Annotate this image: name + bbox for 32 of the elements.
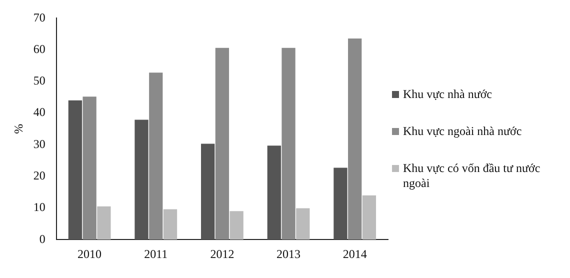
bar	[296, 208, 310, 240]
y-tick-label: 20	[33, 168, 46, 182]
x-tick-label: 2013	[276, 246, 301, 261]
legend-label: Khu vực có vốn đầu tư nước ngoài	[403, 161, 542, 191]
y-tick-label: 50	[33, 74, 46, 88]
bar	[82, 96, 96, 240]
y-axis-title: %	[11, 124, 26, 134]
y-tick-label: 10	[33, 200, 46, 214]
bar	[267, 146, 281, 240]
bar	[334, 168, 348, 240]
bar	[348, 38, 362, 240]
bar	[230, 211, 244, 240]
y-tick-label: 0	[39, 232, 46, 246]
bar	[134, 120, 148, 240]
y-tick-label: 70	[33, 10, 46, 24]
bar	[149, 72, 163, 240]
x-tick-label: 2010	[78, 246, 102, 261]
bar	[201, 144, 215, 240]
y-tick-label: 40	[33, 105, 46, 120]
x-tick-label: 2011	[144, 246, 168, 261]
bar	[97, 206, 111, 240]
bar	[362, 195, 376, 240]
y-tick-label: 30	[33, 136, 46, 151]
y-tick-label: 60	[33, 42, 46, 56]
bar	[215, 48, 230, 240]
x-tick-label: 2014	[342, 246, 367, 261]
legend-label: Khu vực nhà nước	[403, 87, 492, 102]
x-tick-label: 2012	[210, 246, 234, 261]
legend-label: Khu vực ngoài nhà nước	[403, 124, 522, 139]
bar	[282, 48, 296, 240]
bar	[163, 209, 178, 240]
bar	[68, 100, 82, 240]
